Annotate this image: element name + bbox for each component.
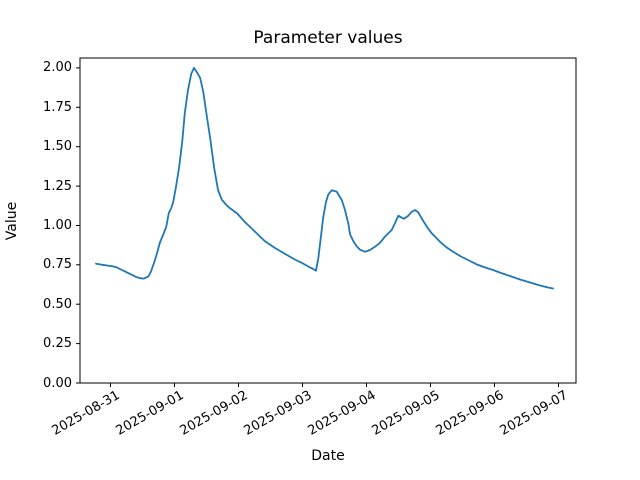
plot-frame xyxy=(79,57,577,384)
series-line xyxy=(95,67,554,290)
y-tick-label: 1.00 xyxy=(43,217,72,233)
y-tick-label: 0.00 xyxy=(43,375,72,391)
tick-marks xyxy=(76,67,559,387)
x-axis-label: Date xyxy=(311,448,345,464)
y-tick-label: 1.50 xyxy=(43,139,72,155)
chart-title: Parameter values xyxy=(253,28,403,48)
y-tick-label: 2.00 xyxy=(43,60,72,76)
y-tick-label: 0.75 xyxy=(43,257,72,273)
y-tick-label: 0.25 xyxy=(43,336,72,352)
y-tick-label: 1.25 xyxy=(43,178,72,194)
y-tick-label: 1.75 xyxy=(43,99,72,115)
y-tick-label: 0.50 xyxy=(43,296,72,312)
